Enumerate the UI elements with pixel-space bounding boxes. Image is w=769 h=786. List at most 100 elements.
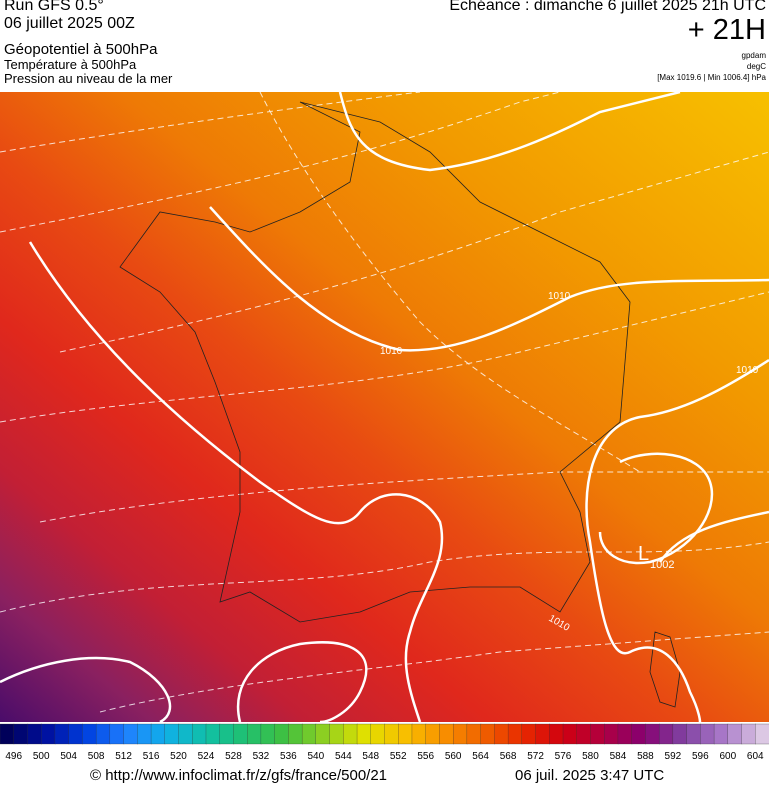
echeance: Echéance : dimanche 6 juillet 2025 21h U…: [449, 0, 766, 14]
colorbar-label: 552: [390, 751, 407, 762]
low-label: L: [638, 543, 649, 565]
colorbar-cell: [288, 723, 303, 745]
colorbar-cell: [260, 723, 276, 745]
colorbar-cell: [13, 723, 29, 745]
colorbar-label: 536: [280, 751, 297, 762]
colorbar-label: 588: [637, 751, 654, 762]
coastline: [119, 101, 681, 708]
colorbar-cell: [233, 723, 248, 745]
colorbar-cell: [411, 723, 427, 745]
colorbar-cell: [713, 723, 729, 745]
colorbar-cell: [480, 723, 496, 745]
colorbar-cell: [658, 723, 674, 745]
colorbar-cell: [27, 723, 42, 745]
colorbar-cell: [137, 723, 152, 745]
colorbar-label: 512: [115, 751, 132, 762]
colorbar-label: 596: [692, 751, 709, 762]
colorbar-label: 504: [60, 751, 77, 762]
colorbar-cell: [631, 723, 647, 745]
colorbar-cell: [219, 723, 235, 745]
lead-time: + 21H: [687, 14, 766, 46]
colorbar-cell: [95, 723, 111, 745]
unit-2: degC: [746, 62, 766, 71]
colorbar-cell: [274, 723, 290, 745]
colorbar-cell: [164, 723, 180, 745]
colorbar-label: 584: [610, 751, 627, 762]
colorbar-cell: [247, 723, 262, 745]
colorbar-label: 580: [582, 751, 599, 762]
colorbar-label: 496: [5, 751, 22, 762]
colorbar-cell: [507, 723, 523, 745]
colorbar-cell: [109, 723, 125, 745]
colorbar-cell: [178, 723, 193, 745]
colorbar-cell: [205, 723, 221, 745]
colorbar-cell: [755, 723, 769, 745]
run-date: 06 juillet 2025 00Z: [4, 15, 135, 32]
colorbar-cell: [192, 723, 207, 745]
run-timestamp: 06 juil. 2025 3:47 UTC: [515, 767, 665, 784]
colorbar-label: 540: [307, 751, 324, 762]
colorbar-cell: [150, 723, 166, 745]
colorbar-cell: [604, 723, 619, 745]
contour-label: 1010: [736, 365, 759, 376]
unit-1: gpdam: [741, 51, 766, 60]
colorbar-cell: [356, 723, 372, 745]
colorbar-cell: [672, 723, 688, 745]
pressure-contours: [0, 92, 769, 722]
colorbar-label: 568: [500, 751, 517, 762]
colorbar-cell: [315, 723, 331, 745]
colorbar-cell: [123, 723, 138, 745]
colorbar-label: 508: [88, 751, 105, 762]
colorbar-label: 516: [143, 751, 160, 762]
colorbar-cell: [686, 723, 701, 745]
colorbar-cell: [82, 723, 97, 745]
colorbar-cell: [466, 723, 482, 745]
colorbar-cell: [700, 723, 715, 745]
colorbar-label: 600: [719, 751, 736, 762]
colorbar-label: 592: [665, 751, 682, 762]
colorbar-label: 520: [170, 751, 187, 762]
colorbar: 496 500 504 508 512 516 520 524 528 532 536 540 544 5…: [0, 723, 769, 762]
colorbar-cell: [384, 723, 399, 745]
temperature-contours: [0, 92, 769, 713]
colorbar-cell: [727, 723, 743, 745]
colorbar-label: 544: [335, 751, 352, 762]
source: © http://www.infoclimat.fr/z/gfs/france/…: [90, 767, 388, 784]
colorbar-cell: [549, 723, 564, 745]
colorbar-cell: [645, 723, 660, 745]
colorbar-label: 528: [225, 751, 242, 762]
unit-3: [Max 1019.6 | Min 1006.4] hPa: [657, 73, 766, 82]
colorbar-cell: [617, 723, 633, 745]
map: 1010 1010 1010 1010 L 1002: [0, 92, 769, 722]
field-2: Température à 500hPa: [4, 57, 137, 72]
colorbar-cell: [535, 723, 550, 745]
colorbar-label: 532: [253, 751, 270, 762]
colorbar-cell: [453, 723, 468, 745]
colorbar-cell: [425, 723, 441, 745]
colorbar-cell: [590, 723, 605, 745]
colorbar-label: 564: [472, 751, 489, 762]
colorbar-cell: [741, 723, 756, 745]
colorbar-cell: [54, 723, 70, 745]
colorbar-cell: [41, 723, 56, 745]
colorbar-label: 560: [445, 751, 462, 762]
colorbar-cell: [439, 723, 454, 745]
colorbar-cell: [576, 723, 592, 745]
field-1: Géopotentiel à 500hPa: [4, 41, 158, 58]
low-value: 1002: [650, 559, 674, 571]
field-3: Pression au niveau de la mer: [4, 71, 173, 86]
colorbar-label: 572: [527, 751, 544, 762]
colorbar-label: 576: [555, 751, 572, 762]
colorbar-cell: [562, 723, 578, 745]
colorbar-cell: [343, 723, 358, 745]
colorbar-cell: [494, 723, 509, 745]
colorbar-cell: [370, 723, 386, 745]
colorbar-cell: [398, 723, 413, 745]
colorbar-cell: [329, 723, 344, 745]
colorbar-cell: [0, 723, 15, 745]
contour-label: 1010: [548, 291, 571, 302]
colorbar-label: 556: [417, 751, 434, 762]
colorbar-cell: [521, 723, 537, 745]
run-title: Run GFS 0.5°: [4, 0, 104, 14]
